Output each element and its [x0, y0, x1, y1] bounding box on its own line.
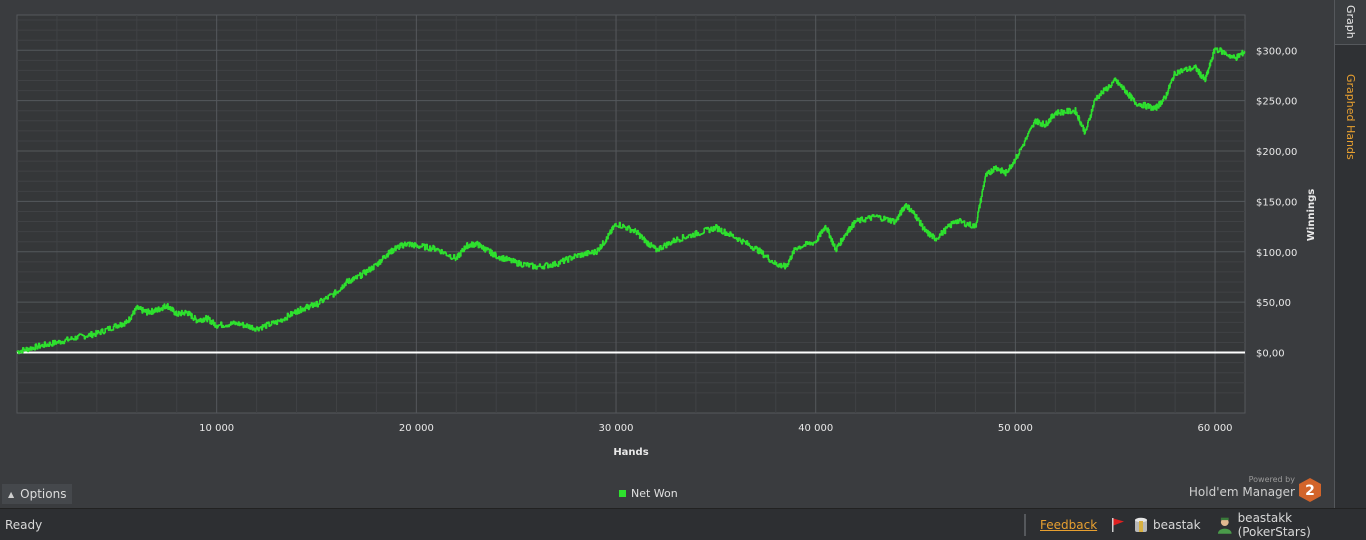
y-tick-label: $100,00	[1256, 248, 1297, 259]
legend-swatch	[619, 489, 626, 497]
y-tick-label: $300,00	[1256, 46, 1297, 57]
chart-legend: Net Won	[619, 486, 678, 500]
x-axis-title: Hands	[613, 447, 648, 458]
feedback-link[interactable]: Feedback	[1040, 518, 1098, 532]
powered-by-label: Powered by	[1248, 475, 1295, 484]
player-database[interactable]: beastak	[1134, 517, 1201, 533]
x-tick-label: 60 000	[1198, 423, 1233, 434]
status-bar: Ready Feedback beastak beastakk (PokerSt…	[0, 508, 1366, 540]
side-tab-strip: Graph Graphed Hands	[1334, 0, 1366, 508]
tab-graph[interactable]: Graph	[1335, 0, 1366, 45]
y-tick-label: $0,00	[1256, 349, 1285, 360]
status-divider	[1024, 514, 1026, 536]
x-tick-label: 40 000	[798, 423, 833, 434]
x-tick-labels: 10 000 20 000 30 000 40 000 50 000 60 000	[199, 423, 1232, 434]
status-text: Ready	[5, 518, 43, 532]
y-tick-labels: $0,00 $50,00 $100,00 $150,00 $200,00 $250,00 $…	[1256, 46, 1297, 359]
tab-graphed-hands-label: Graphed Hands	[1344, 74, 1357, 160]
options-label: Options	[20, 487, 67, 501]
legend-label: Net Won	[631, 486, 678, 500]
minor-grid	[17, 15, 1245, 413]
tab-graphed-hands[interactable]: Graphed Hands	[1335, 62, 1366, 172]
net-won-line	[16, 47, 1246, 355]
x-tick-label: 50 000	[998, 423, 1033, 434]
player-database-name: beastak	[1153, 518, 1201, 532]
player-avatar-icon	[1217, 517, 1232, 534]
hm2-logo-icon: 2	[1299, 478, 1321, 502]
x-tick-label: 30 000	[599, 423, 634, 434]
major-grid	[17, 15, 1245, 413]
plot-area	[16, 14, 1246, 414]
graph-panel: $0,00 $50,00 $100,00 $150,00 $200,00 $250,00 $…	[16, 14, 1317, 458]
chevron-up-icon: ▲	[8, 489, 15, 499]
brand-block: Powered by Hold'em Manager 2	[1188, 474, 1325, 504]
player-site-name: beastakk (PokerStars)	[1237, 511, 1311, 539]
database-icon	[1135, 517, 1147, 532]
flag-icon[interactable]	[1110, 517, 1126, 533]
y-tick-label: $250,00	[1256, 97, 1297, 108]
tab-graph-label: Graph	[1344, 5, 1357, 39]
winnings-chart: $0,00 $50,00 $100,00 $150,00 $200,00 $250,00 $…	[16, 14, 1317, 458]
player-site[interactable]: beastakk (PokerStars)	[1216, 511, 1366, 539]
y-tick-label: $50,00	[1256, 298, 1291, 309]
y-axis-title: Winnings	[1306, 189, 1317, 241]
y-tick-label: $200,00	[1256, 147, 1297, 158]
product-name: Hold'em Manager	[1188, 485, 1295, 499]
x-tick-label: 10 000	[199, 423, 234, 434]
y-tick-label: $150,00	[1256, 197, 1297, 208]
x-tick-label: 20 000	[399, 423, 434, 434]
options-button[interactable]: ▲ Options	[2, 484, 72, 504]
logo-digit: 2	[1305, 483, 1315, 499]
